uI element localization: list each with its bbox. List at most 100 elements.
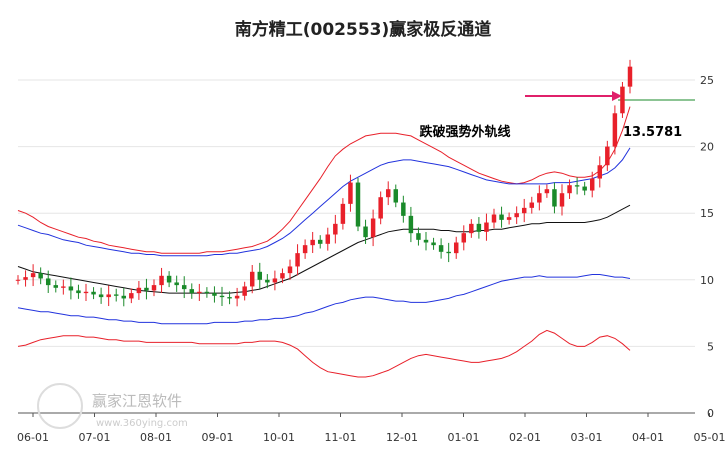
annotation-arrowhead [612, 90, 622, 101]
candle-body [620, 86, 625, 114]
candle-body [280, 273, 285, 279]
candle-body [529, 202, 535, 208]
candle-body [295, 253, 300, 267]
candle-body [605, 146, 610, 166]
upper-outer-band [17, 106, 631, 254]
lower-outer-band [17, 329, 631, 378]
annotation-text: 跌破强势外轨线 [419, 124, 510, 140]
candle-body [537, 193, 542, 203]
candle-body [38, 273, 43, 279]
candle-body [385, 189, 391, 198]
candle-body [348, 182, 353, 204]
watermark: 赢家江恩软件 www.360ying.com [37, 383, 188, 429]
candle-body [302, 245, 308, 254]
candle-body [136, 287, 142, 294]
candle-body [113, 294, 119, 296]
candle-body [242, 286, 247, 296]
candle-body [597, 165, 603, 179]
candle-body [370, 218, 376, 238]
candle-body [363, 226, 368, 238]
x-tick-label: 09-01 [202, 431, 234, 444]
candle-body [325, 234, 331, 244]
x-tick-label: 03-01 [571, 431, 603, 444]
y-tick-label: 15 [700, 207, 714, 220]
watermark-url: www.360ying.com [96, 418, 188, 429]
candle-body [491, 214, 497, 223]
candle-body [431, 242, 436, 246]
y-tick-label: 25 [700, 74, 714, 87]
middle-band [17, 204, 631, 294]
candle-body [393, 189, 399, 203]
candle-body [453, 242, 459, 254]
y-tick-label: 10 [700, 274, 714, 287]
candle-body [30, 273, 36, 278]
candle-body [98, 294, 104, 298]
candle-body [355, 182, 361, 227]
candle-body [416, 233, 421, 240]
x-tick-label: 10-01 [263, 431, 295, 444]
candle-body [197, 291, 202, 294]
x-tick-label: 08-01 [140, 431, 172, 444]
x-tick-label: 01-01 [448, 431, 480, 444]
candle-body [249, 271, 255, 287]
y-tick-label: 20 [700, 141, 714, 154]
candle-body [219, 295, 225, 298]
candle-body [438, 245, 444, 252]
candle-body [151, 285, 157, 291]
x-tick-label: 04-01 [632, 431, 664, 444]
candle-body [627, 66, 633, 87]
x-tick-label: 05-01 [694, 431, 726, 444]
watermark-text: 赢家江恩软件 [92, 392, 182, 410]
candle-body [144, 287, 149, 291]
candle-body [514, 213, 519, 218]
candle-body [582, 186, 587, 191]
annotation-value: 13.5781 [623, 125, 682, 140]
candle-body [506, 217, 512, 220]
candle-body [287, 266, 293, 274]
x-tick-label: 11-01 [325, 431, 357, 444]
x-tick-label: 02-01 [509, 431, 541, 444]
candle-body [15, 279, 21, 281]
candle-body [265, 279, 270, 283]
candle-body [234, 295, 240, 299]
candle-body [423, 239, 429, 243]
watermark-logo [37, 383, 83, 429]
candle-body [106, 294, 111, 298]
candle-body [76, 290, 81, 294]
candle-body [484, 222, 489, 232]
candle-body [121, 295, 127, 299]
candle-body [310, 239, 315, 246]
candle-body [469, 223, 474, 234]
y-tick-label: 0 [707, 407, 714, 420]
candle-body [91, 291, 96, 295]
candle-body [68, 286, 74, 291]
candle-body [61, 286, 66, 288]
lower-inner-band [17, 274, 631, 325]
x-tick-label: 12-01 [386, 431, 418, 444]
candle-body [257, 271, 263, 280]
candle-body [333, 223, 338, 235]
candle-body [544, 189, 550, 194]
candle-body [53, 285, 59, 288]
candle-body [340, 203, 346, 224]
candle-body [408, 215, 414, 234]
candle-body [378, 197, 383, 219]
axes: 06-01 07-01 08-01 09-01 10-01 11-01 12-01 01-01… [17, 74, 725, 444]
candle-body [401, 202, 406, 216]
x-tick-label: 07-01 [79, 431, 111, 444]
y-tick-label: 5 [707, 340, 714, 353]
candle-body [552, 189, 557, 207]
candles [15, 59, 633, 307]
x-tick-label: 06-01 [17, 431, 49, 444]
candle-body [574, 185, 580, 187]
candle-body [567, 185, 572, 194]
chart-title: 南方精工(002553)赢家极反通道 [235, 19, 492, 40]
annotation: 跌破强势外轨线 13.5781 [419, 90, 682, 140]
candle-body [189, 289, 195, 294]
candle-body [446, 251, 451, 254]
candle-body [212, 293, 217, 296]
candle-body [559, 193, 565, 207]
candle-body [317, 239, 323, 244]
candle-body [23, 277, 28, 280]
